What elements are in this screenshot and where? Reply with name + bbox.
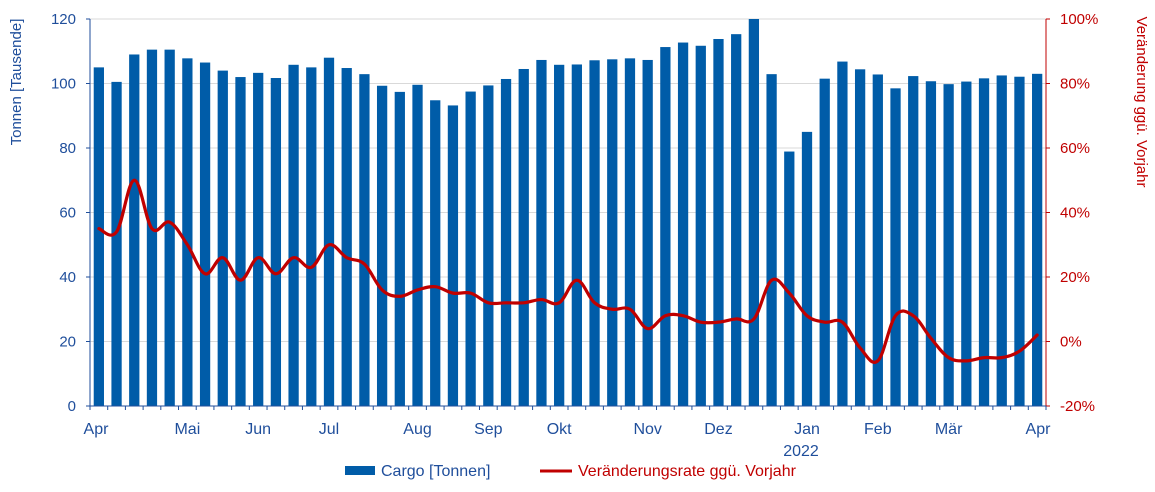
bar: [872, 74, 883, 406]
x-month-label: Aug: [403, 421, 431, 438]
bar: [129, 54, 140, 406]
bar: [642, 59, 653, 407]
x-month-label: Apr: [84, 421, 110, 438]
bar: [766, 74, 777, 407]
y-left-tick-label: 120: [51, 11, 76, 28]
bar: [483, 85, 494, 406]
bar: [253, 72, 264, 407]
bar: [677, 42, 689, 406]
x-year-label: 2022: [783, 443, 819, 460]
bar: [748, 19, 760, 406]
change-rate-path: [97, 178, 1039, 364]
x-month-label: Okt: [547, 421, 572, 438]
bar: [270, 78, 282, 406]
x-month-label: Apr: [1026, 421, 1052, 438]
bar: [819, 78, 830, 406]
bar: [837, 61, 848, 406]
x-month-label: Mai: [174, 421, 200, 438]
bar: [784, 151, 795, 406]
bar: [996, 75, 1007, 406]
bar: [1032, 73, 1043, 406]
bar: [323, 57, 335, 406]
bar: [500, 78, 512, 407]
bar: [536, 59, 547, 407]
bar: [554, 64, 565, 407]
x-month-label: Dez: [704, 421, 732, 438]
bar: [412, 84, 423, 406]
y-right-tick-label: 0%: [1060, 334, 1082, 351]
bar: [589, 60, 600, 406]
bar: [93, 67, 104, 406]
legend-bar-swatch: [345, 466, 375, 475]
bar: [695, 45, 706, 407]
bar: [978, 78, 990, 406]
bar: [908, 76, 919, 407]
bar: [394, 91, 405, 406]
y-left-tick-label: 40: [59, 269, 76, 286]
bar: [624, 58, 636, 406]
x-month-label: Jan: [794, 421, 820, 438]
y-axis-left-title: Tonnen [Tausende]: [8, 19, 25, 146]
bar: [731, 34, 742, 406]
axes: [86, 18, 1050, 410]
y-left-tick-label: 100: [51, 76, 76, 93]
bar: [518, 68, 529, 407]
bar: [306, 67, 317, 406]
x-month-label: Jun: [245, 421, 271, 438]
bar: [890, 88, 901, 407]
x-month-label: Mär: [935, 421, 963, 438]
y-axis-right-title: Veränderung ggü. Vorjahr: [1133, 17, 1150, 188]
bar: [182, 58, 193, 406]
x-month-label: Jul: [319, 421, 339, 438]
bar: [713, 38, 724, 407]
bar: [854, 69, 866, 406]
y-left-tick-label: 0: [68, 398, 76, 415]
y-right-tick-label: 100%: [1060, 11, 1098, 28]
bar: [359, 74, 370, 407]
bar: [341, 68, 352, 407]
legend-line-label: Veränderungsrate ggü. Vorjahr: [578, 463, 797, 480]
bar: [447, 105, 459, 407]
bar: [199, 62, 211, 406]
x-month-label: Nov: [633, 421, 661, 438]
y-left-tick-label: 80: [59, 140, 76, 157]
y-right-tick-label: -20%: [1060, 398, 1095, 415]
bar: [164, 49, 175, 406]
y-right-tick-label: 40%: [1060, 205, 1090, 222]
bar: [801, 131, 813, 406]
bar: [961, 81, 972, 406]
bar: [376, 85, 388, 406]
y-left-tick-label: 60: [59, 205, 76, 222]
y-right-tick-label: 60%: [1060, 140, 1090, 157]
bar: [235, 77, 246, 407]
bar: [430, 100, 441, 407]
tick-labels: 0 20 40 60 80 100 120 -20% 0% 20% 40% 60% 80% 100% Apr…: [51, 11, 1098, 460]
y-right-tick-label: 80%: [1060, 76, 1090, 93]
y-right-tick-label: 20%: [1060, 269, 1090, 286]
y-left-tick-label: 20: [59, 334, 76, 351]
bar: [288, 64, 299, 407]
bar: [1014, 76, 1025, 406]
cargo-bars: [93, 19, 1043, 407]
bar: [111, 81, 122, 406]
bar: [660, 47, 671, 407]
bar: [943, 84, 954, 407]
bar: [925, 81, 937, 407]
legend: Cargo [Tonnen] Veränderungsrate ggü. Vor…: [345, 463, 797, 480]
x-month-label: Feb: [864, 421, 892, 438]
bar: [571, 64, 582, 406]
change-rate-line: [97, 178, 1039, 364]
x-month-label: Sep: [474, 421, 503, 438]
bar: [465, 91, 476, 406]
legend-bar-label: Cargo [Tonnen]: [381, 463, 490, 480]
bar: [607, 59, 618, 406]
bar: [217, 70, 228, 406]
